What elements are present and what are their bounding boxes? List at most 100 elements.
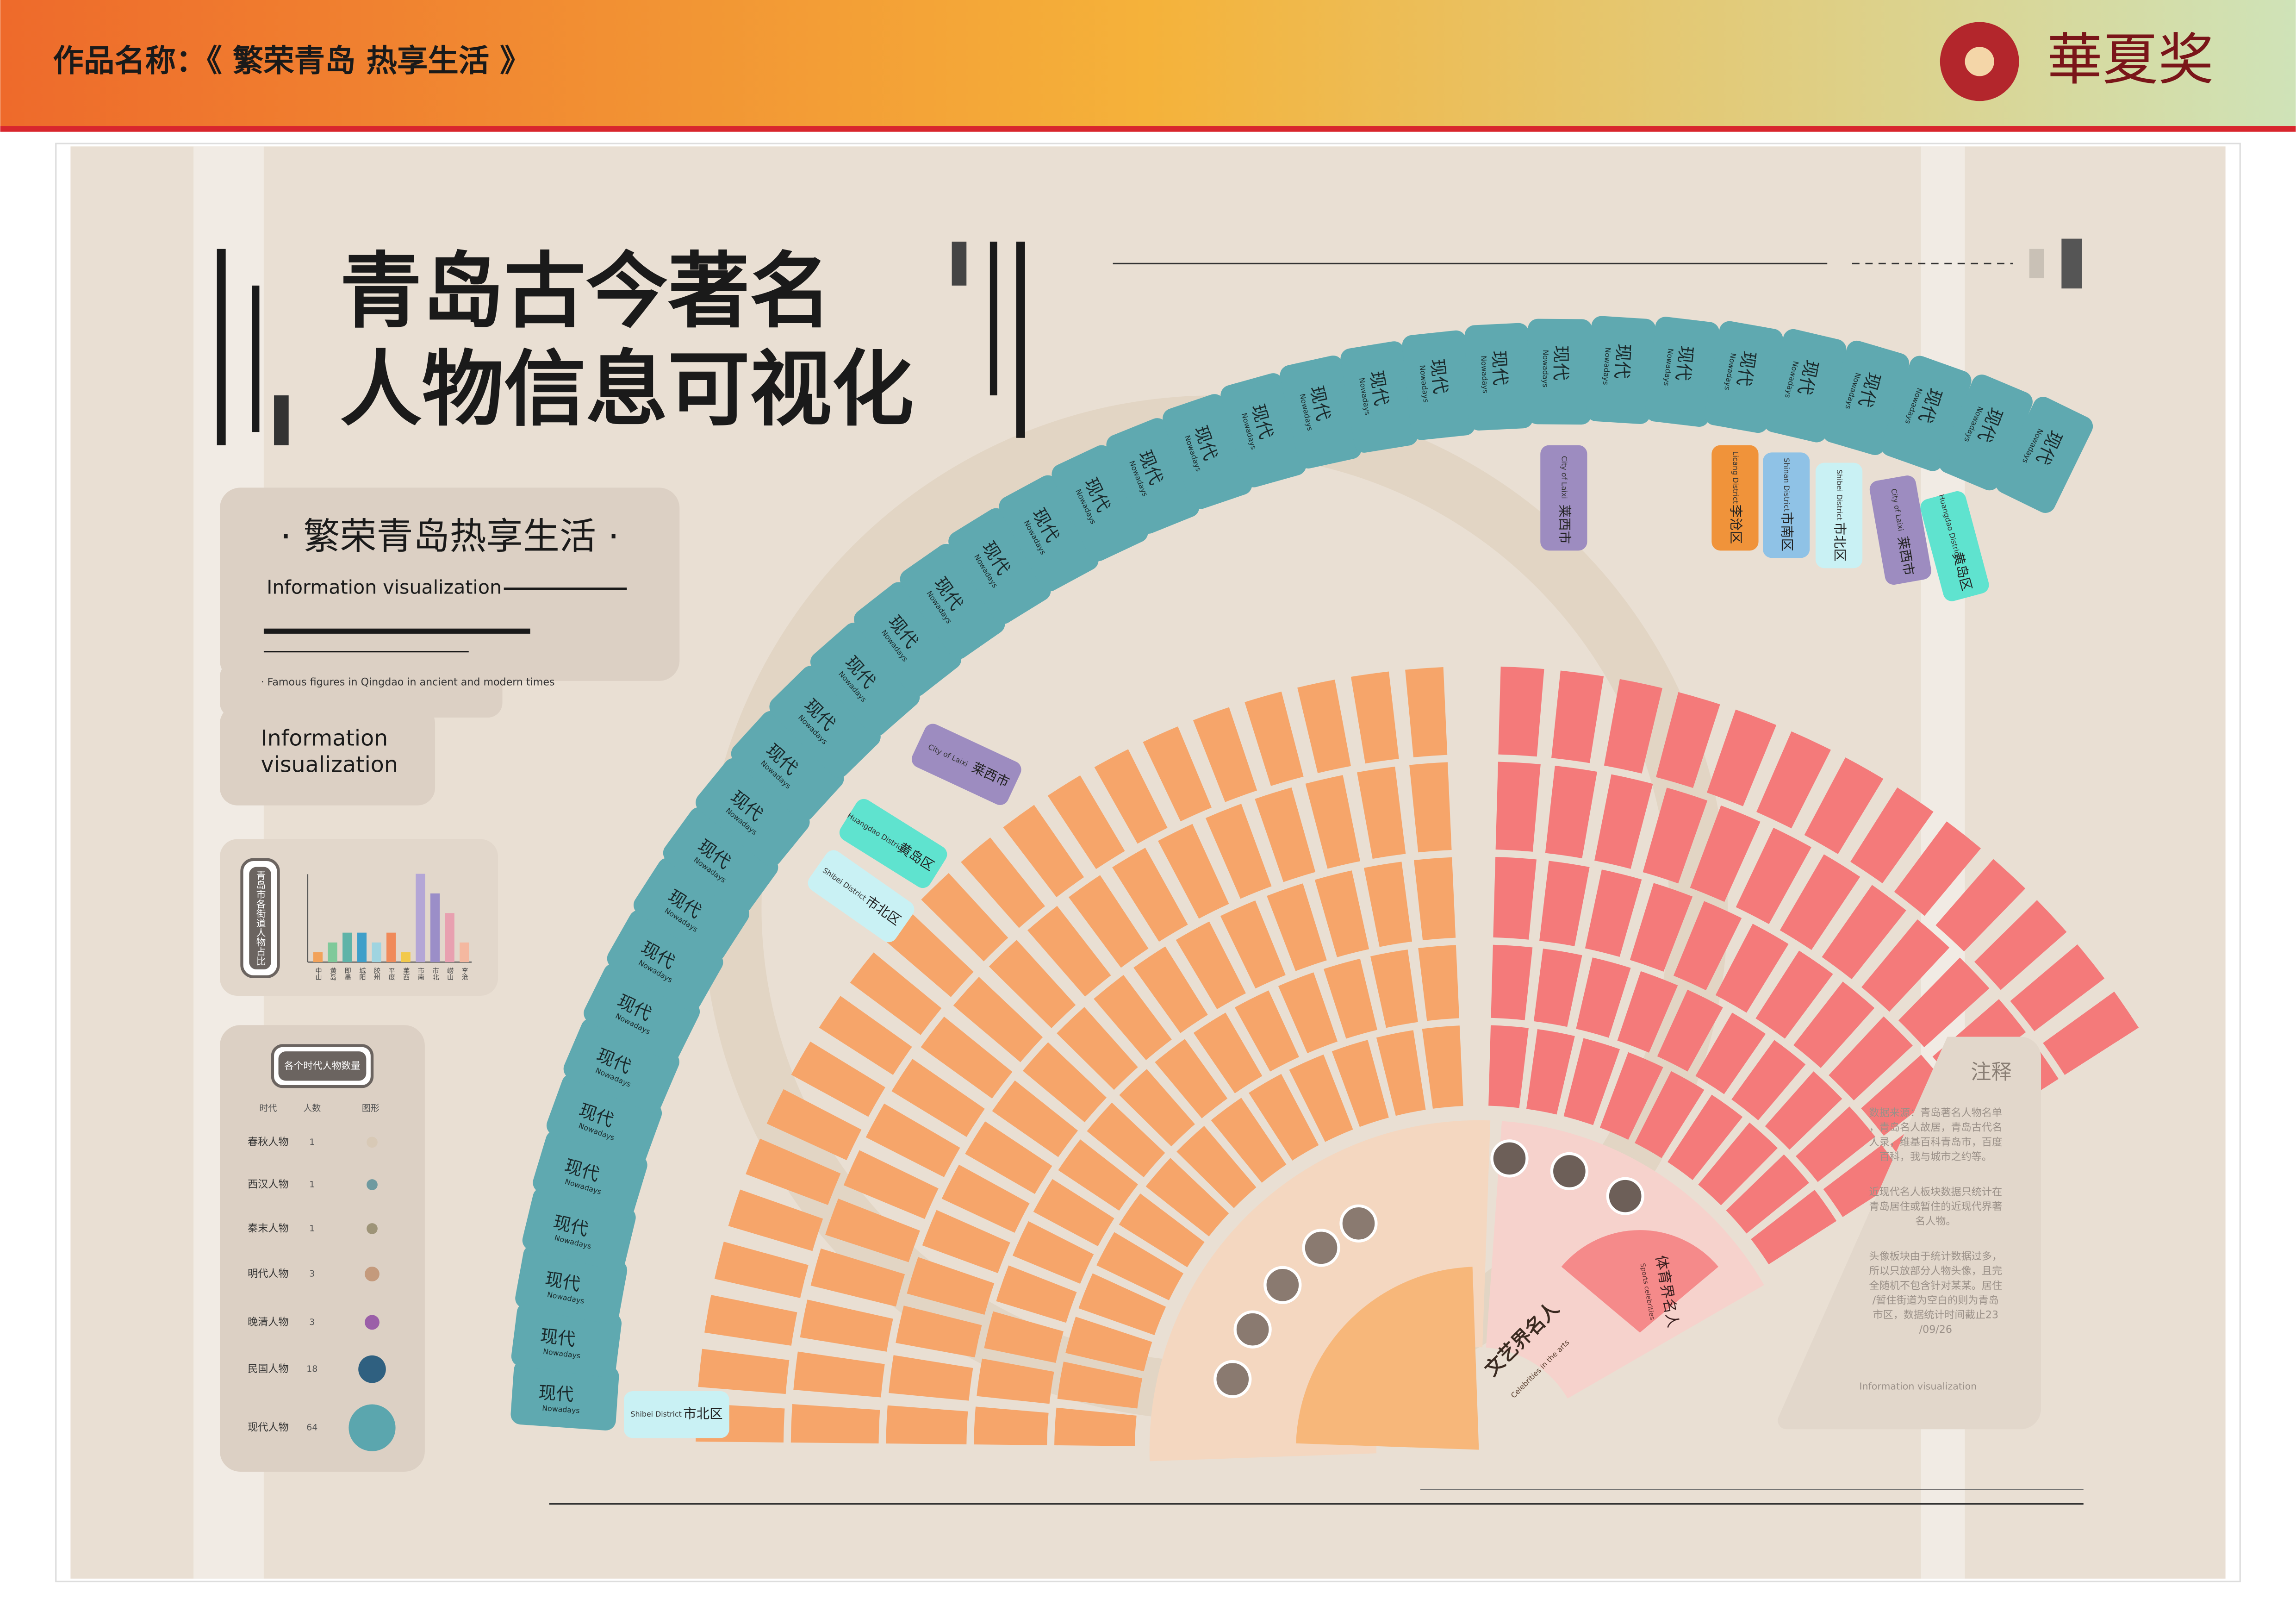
era-tab-bg xyxy=(1645,317,1720,427)
notes-title: 注释 xyxy=(1971,1061,2012,1084)
sports-cell xyxy=(1668,1094,1743,1181)
arts-cell xyxy=(1211,1098,1287,1183)
sports-cell xyxy=(1894,821,1981,916)
sports-cell xyxy=(1793,981,1875,1068)
arts-cell xyxy=(1119,1069,1195,1147)
deco-bar xyxy=(989,241,997,396)
arts-cell xyxy=(1289,1054,1353,1142)
district-en: City of Laixi xyxy=(1560,456,1568,499)
intro-card xyxy=(220,706,436,806)
era-tab-bg xyxy=(1939,375,2033,491)
arts-cell xyxy=(728,1189,823,1251)
sports-cell xyxy=(1563,1038,1620,1125)
sports-cell xyxy=(1804,757,1884,854)
portrait xyxy=(1490,1139,1529,1178)
legend-header: 时代 xyxy=(259,1103,277,1113)
legend-count: 1 xyxy=(309,1137,315,1147)
bar xyxy=(357,932,367,962)
arts-cell xyxy=(1047,775,1125,869)
x-tick-label: 李沧 xyxy=(460,967,468,981)
intro-heading: · 繁荣青岛热享生活 · xyxy=(280,515,619,558)
district-tag-bg xyxy=(911,724,1021,805)
arts-cell xyxy=(766,1089,862,1161)
sports-cell xyxy=(1673,901,1742,991)
notes-paragraph: 数据来源：青岛著名人物名单，青岛名人故居，青岛古代名人录，维基百科青岛市，百度百… xyxy=(1869,1107,2002,1163)
sports-cell xyxy=(1576,957,1631,1038)
sports-cell xyxy=(1765,1071,1842,1150)
legend-dot xyxy=(348,1404,396,1451)
arts-cell xyxy=(1267,883,1327,971)
x-tick-label: 市南 xyxy=(417,967,424,981)
sports-cell xyxy=(1823,1145,1904,1217)
legend-era: 西汉人物 xyxy=(248,1179,289,1191)
arts-cell xyxy=(941,1164,1030,1233)
sports-cell xyxy=(1539,861,1590,946)
arts-cell xyxy=(1145,1158,1229,1237)
arts-cell xyxy=(793,1351,885,1398)
sports-cell xyxy=(1617,971,1678,1053)
notes-footer: Information visualization xyxy=(1859,1381,1977,1392)
legend-dot xyxy=(367,1179,378,1190)
era-tab-bg xyxy=(1464,323,1533,431)
arts-cell xyxy=(1065,1317,1152,1372)
deco-bar xyxy=(952,241,967,286)
legend-dot xyxy=(365,1315,380,1330)
x-tick-label: 莱西 xyxy=(402,967,410,981)
bar xyxy=(342,932,352,962)
arts-cell xyxy=(1027,906,1111,997)
legend-card xyxy=(220,1025,425,1472)
arts-cell xyxy=(974,1406,1049,1445)
arts-cell xyxy=(1370,949,1418,1028)
sports-cell xyxy=(1698,1122,1778,1206)
deco-bar xyxy=(274,395,289,445)
arts-cell xyxy=(921,873,1008,962)
era-tab-bg xyxy=(731,711,844,821)
era-tab-bg xyxy=(1340,341,1418,453)
arts-cell xyxy=(921,1016,1013,1099)
sports-cell xyxy=(1594,774,1653,869)
intro-caption: visualization xyxy=(261,752,398,777)
sports-cell xyxy=(1755,950,1833,1039)
district-en: Shibei District xyxy=(1835,469,1844,520)
era-tab-label: 现代 xyxy=(1488,350,1511,386)
portrait xyxy=(1339,1204,1378,1243)
legend-era: 春秋人物 xyxy=(248,1136,289,1148)
arts-cell xyxy=(1078,1273,1166,1335)
arts-cell xyxy=(992,1080,1078,1157)
sports-cell xyxy=(1796,1106,1875,1182)
sports-cell xyxy=(1545,765,1597,858)
era-tab-sublabel: Nowadays xyxy=(1541,350,1550,388)
x-tick-label: 胶州 xyxy=(373,967,380,981)
header-title: 作品名称：《 繁荣青岛 热享生活 》 xyxy=(53,43,530,79)
notes-body: 数据来源：青岛著名人物名单，青岛名人故居，青岛古代名人录，维基百科青岛市，百度百… xyxy=(1869,1107,2002,1336)
bar xyxy=(372,942,381,962)
era-tab-bg xyxy=(633,858,749,962)
header-bar xyxy=(0,0,2296,126)
era-tab-bg xyxy=(948,508,1051,624)
legend-header: 人数 xyxy=(303,1103,321,1113)
arts-cell xyxy=(1305,775,1361,869)
bar xyxy=(386,932,396,962)
district-en: Licang District xyxy=(1731,451,1740,504)
sports-cell xyxy=(1635,1071,1705,1158)
era-tab-bg xyxy=(510,1360,619,1430)
sports-cell xyxy=(1690,805,1761,902)
logo-emblem-core xyxy=(1965,47,1994,76)
arts-cell xyxy=(714,1242,809,1298)
arts-cell xyxy=(698,1349,790,1394)
sports-cell xyxy=(1643,787,1708,884)
era-tab-label: 现代 xyxy=(1550,345,1571,381)
era-tab-bg xyxy=(1402,330,1475,440)
district-cn: 市南区 xyxy=(1780,512,1795,551)
era-tab-bg xyxy=(607,910,723,1011)
sports-cell xyxy=(1731,1040,1806,1120)
portrait xyxy=(1263,1266,1302,1304)
